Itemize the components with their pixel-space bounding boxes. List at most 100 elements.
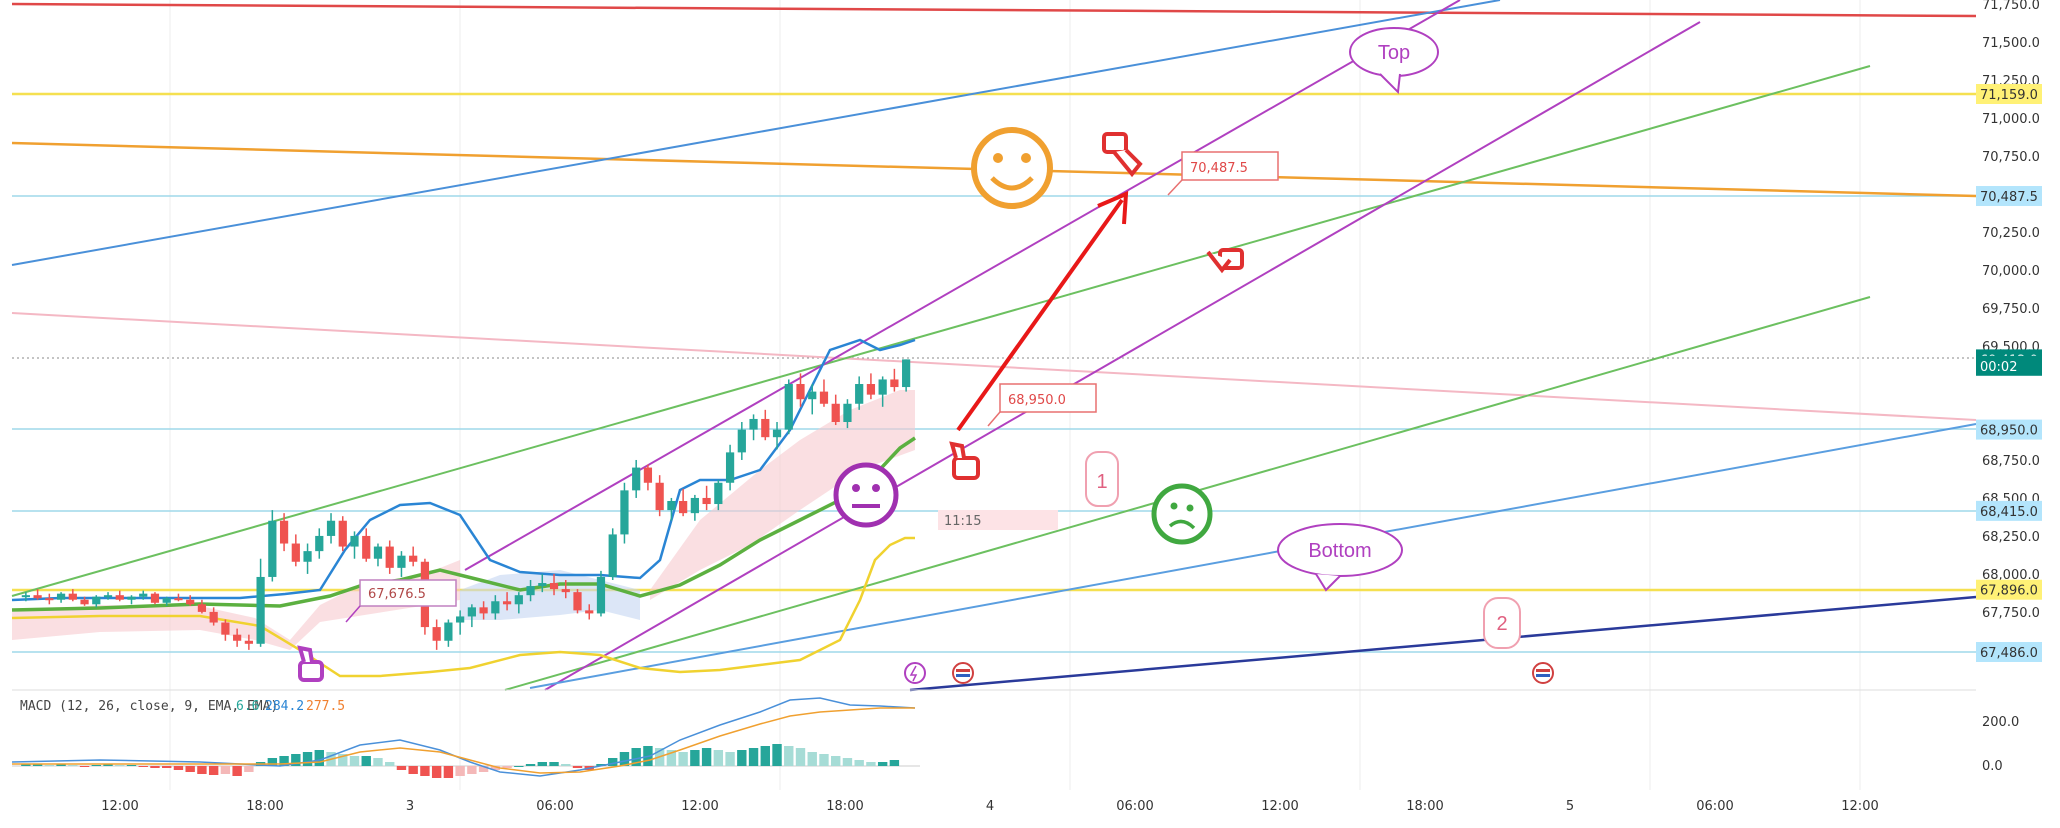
price-tag: 70,487.5 bbox=[1976, 186, 2042, 207]
macd-bar bbox=[619, 752, 630, 766]
annotations: 70,487.5 68,950.0 67,676.5 11:15 Top Bot… bbox=[345, 27, 1521, 649]
time-label: 18:00 bbox=[826, 799, 863, 814]
bottom-callout[interactable]: Bottom bbox=[1277, 523, 1403, 592]
blue-indicator-line bbox=[11, 338, 916, 602]
bottom-callout-text: Bottom bbox=[1308, 540, 1371, 562]
macd-bar bbox=[631, 748, 641, 766]
hand-pointer-icon-middle bbox=[1206, 248, 1244, 274]
price-tick-label: 68,250.0 bbox=[1982, 530, 2040, 545]
price-tag: 68,415.0 bbox=[1976, 500, 2042, 521]
cloud-fill-right bbox=[650, 390, 915, 600]
candle bbox=[772, 421, 782, 450]
macd-bar bbox=[291, 754, 301, 766]
price-tick-label: 71,750.0 bbox=[1982, 0, 2040, 13]
cloud-fill-left bbox=[12, 560, 460, 650]
event-marker-flag-icon-2[interactable] bbox=[1532, 662, 1554, 684]
macd-bar bbox=[197, 766, 207, 774]
macd-tick-0: 0.0 bbox=[1982, 759, 2003, 774]
macd-bar bbox=[819, 754, 829, 766]
candle bbox=[456, 610, 465, 635]
price-tick-label: 70,000.0 bbox=[1982, 264, 2040, 279]
macd-bar bbox=[467, 766, 477, 774]
entry-label-text: 68,950.0 bbox=[1008, 393, 1066, 408]
macd-bar bbox=[162, 766, 172, 768]
candle bbox=[444, 619, 453, 647]
candle bbox=[784, 379, 793, 435]
candle bbox=[115, 590, 124, 602]
candle bbox=[186, 595, 195, 606]
event-marker-flag-icon-1[interactable] bbox=[952, 662, 974, 684]
price-tick-label: 68,750.0 bbox=[1982, 454, 2040, 469]
macd-value-3: 277.5 bbox=[306, 699, 345, 714]
macd-bar bbox=[150, 766, 160, 768]
candle bbox=[502, 592, 512, 611]
candle bbox=[479, 601, 488, 620]
wave-1-callout[interactable]: 1 bbox=[1085, 451, 1119, 507]
time-label: 06:00 bbox=[536, 799, 573, 814]
target-label-box[interactable]: 70,487.5 bbox=[1167, 151, 1279, 196]
macd-bar bbox=[185, 766, 195, 772]
candle bbox=[397, 551, 406, 577]
candle bbox=[819, 379, 829, 407]
time-label: 12:00 bbox=[1841, 799, 1878, 814]
candle bbox=[514, 592, 523, 614]
candle bbox=[714, 479, 723, 511]
macd-bar bbox=[279, 756, 289, 766]
candle bbox=[737, 421, 746, 460]
macd-bar bbox=[596, 764, 606, 766]
macd-bar bbox=[443, 766, 454, 778]
macd-bar bbox=[396, 766, 407, 770]
candle bbox=[432, 619, 441, 650]
candle bbox=[362, 528, 371, 562]
countdown-box: 11:15 bbox=[938, 510, 1058, 530]
price-tag: 00:02 bbox=[1976, 355, 2042, 376]
price-tick-label: 68,000.0 bbox=[1982, 568, 2040, 583]
candle bbox=[268, 510, 277, 582]
price-tag: 68,950.0 bbox=[1976, 419, 2042, 440]
candle bbox=[725, 444, 735, 491]
candle bbox=[878, 376, 887, 407]
macd-bar bbox=[244, 766, 254, 772]
range-label-box[interactable]: 67,676.5 bbox=[345, 579, 457, 623]
time-label: 5 bbox=[1566, 799, 1574, 814]
macd-bar bbox=[725, 752, 735, 766]
macd-bar bbox=[126, 765, 137, 766]
macd-bar bbox=[537, 762, 547, 766]
top-callout[interactable]: Top bbox=[1349, 27, 1439, 95]
candle bbox=[221, 619, 230, 641]
macd-bar bbox=[385, 762, 395, 766]
candle bbox=[585, 604, 594, 620]
price-axis[interactable]: 71,750.071,500.071,250.071,000.070,750.0… bbox=[1976, 0, 2060, 828]
price-tick-label: 71,000.0 bbox=[1982, 112, 2040, 127]
entry-label-box[interactable]: 68,950.0 bbox=[987, 383, 1097, 427]
candle bbox=[679, 488, 688, 517]
candle bbox=[655, 475, 664, 517]
candle bbox=[796, 373, 805, 407]
macd-bar bbox=[267, 758, 278, 766]
svg-text:71,159.0: 71,159.0 bbox=[1980, 88, 2038, 103]
macd-label: MACD (12, 26, close, 9, EMA, EMA) bbox=[20, 699, 278, 714]
time-axis[interactable]: 12:00 18:00 3 06:00 12:00 18:00 4 06:00 12:00 18:… bbox=[0, 790, 1976, 828]
macd-bar bbox=[608, 758, 618, 766]
macd-bar bbox=[572, 766, 583, 768]
target-label-text: 70,487.5 bbox=[1190, 161, 1248, 176]
macd-bar bbox=[666, 750, 677, 766]
neutral-face-icon bbox=[833, 462, 899, 528]
blue-trend-line-upper bbox=[11, 0, 1501, 266]
time-label: 12:00 bbox=[101, 799, 138, 814]
range-label-text: 67,676.5 bbox=[368, 587, 426, 602]
candle bbox=[373, 543, 383, 567]
candle bbox=[538, 573, 547, 593]
macd-bar bbox=[690, 750, 700, 766]
candle bbox=[139, 590, 148, 600]
event-marker-lightning-icon[interactable] bbox=[904, 662, 926, 684]
candle bbox=[256, 558, 265, 647]
macd-bar bbox=[866, 762, 876, 766]
candle bbox=[491, 595, 500, 620]
candle bbox=[866, 373, 876, 400]
macd-bar bbox=[713, 750, 724, 766]
macd-bar bbox=[807, 752, 817, 766]
candle bbox=[45, 593, 54, 605]
wave-2-callout[interactable]: 2 bbox=[1483, 597, 1521, 649]
